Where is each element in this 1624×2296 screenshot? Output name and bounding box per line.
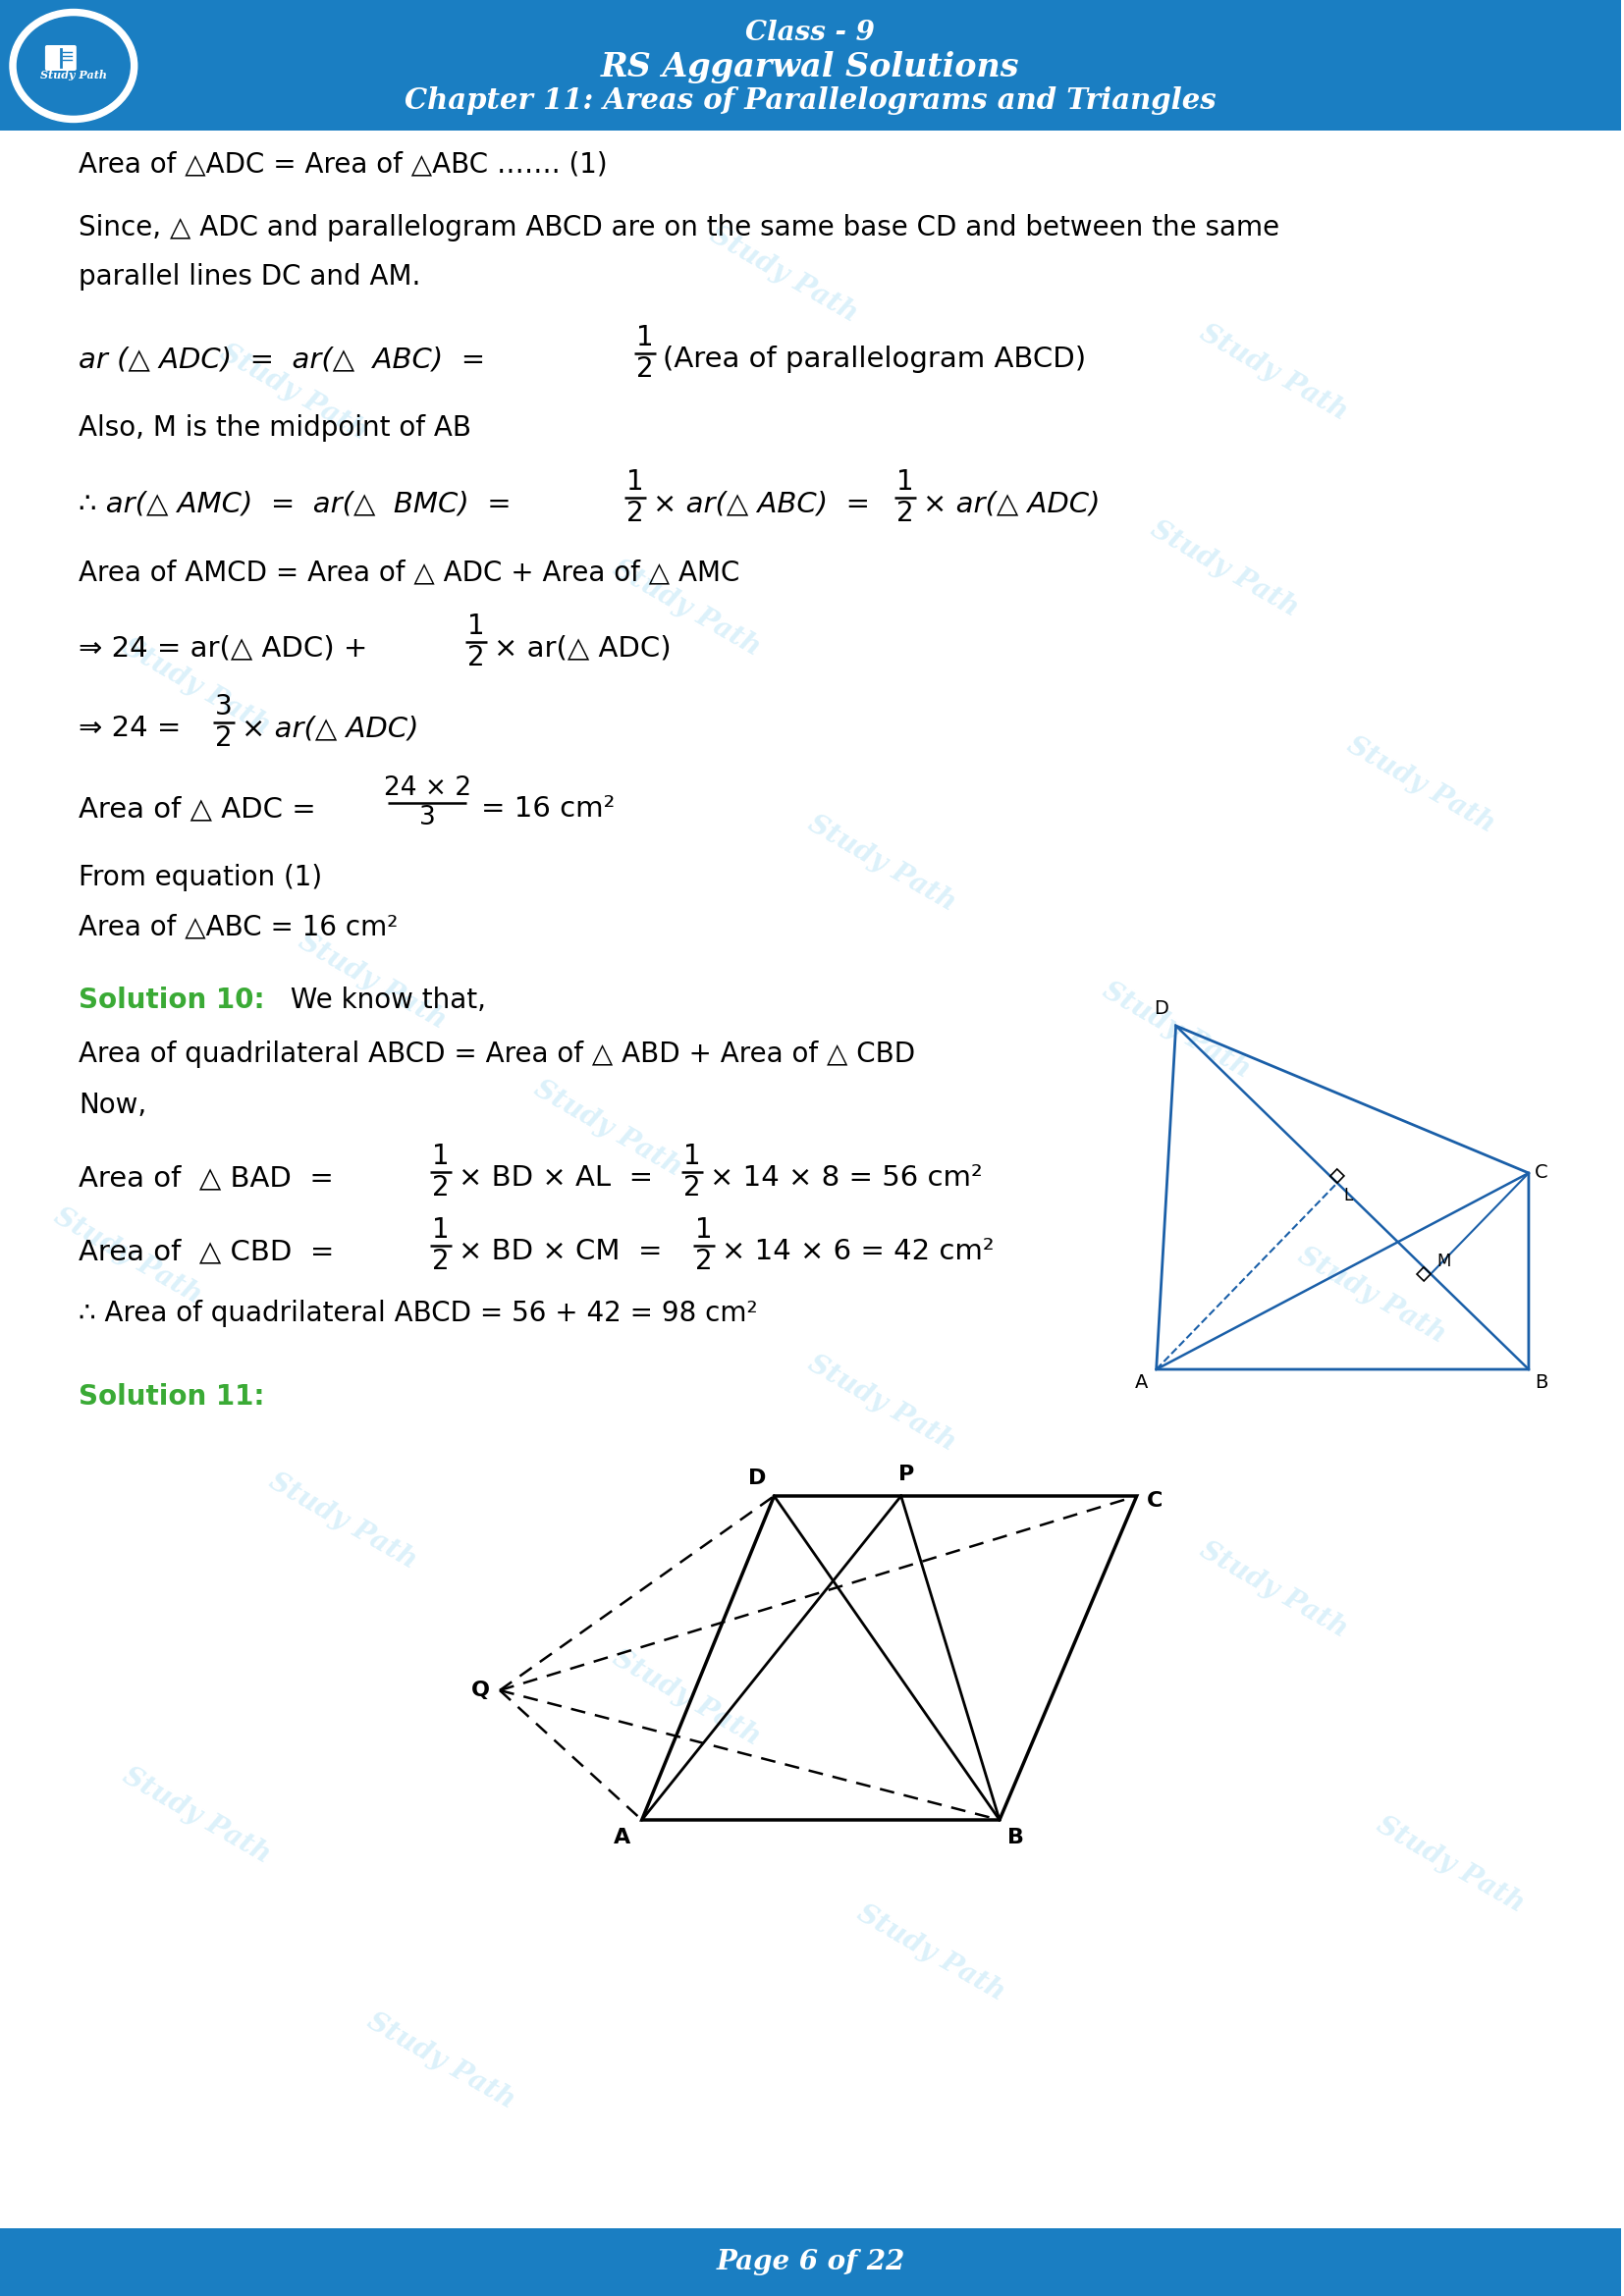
Text: Area of AMCD = Area of △ ADC + Area of △ AMC: Area of AMCD = Area of △ ADC + Area of △… [78,558,739,585]
Text: 3: 3 [214,693,232,721]
Text: 1: 1 [468,613,486,641]
Text: Now,: Now, [78,1091,146,1118]
Text: C: C [1535,1164,1548,1182]
Text: × ar(△ ADC): × ar(△ ADC) [494,634,671,661]
Text: Also, M is the midpoint of AB: Also, M is the midpoint of AB [78,413,471,441]
Text: 2: 2 [627,501,643,528]
Text: 1: 1 [637,324,653,351]
Text: We know that,: We know that, [283,987,487,1015]
Text: Area of △ADC = Area of △ABC ……. (1): Area of △ADC = Area of △ABC ……. (1) [78,149,607,177]
Text: 2: 2 [468,643,486,670]
Text: ∴ Area of quadrilateral ABCD = 56 + 42 = 98 cm²: ∴ Area of quadrilateral ABCD = 56 + 42 =… [78,1300,757,1327]
Text: 1: 1 [896,468,914,496]
Text: Study Path: Study Path [1343,732,1499,838]
Text: Study Path: Study Path [853,1901,1010,2007]
Text: M: M [1437,1251,1450,1270]
Text: × ar(△ ADC): × ar(△ ADC) [922,489,1101,517]
Text: = 16 cm²: = 16 cm² [481,794,615,822]
Text: × 14 × 6 = 42 cm²: × 14 × 6 = 42 cm² [721,1238,994,1265]
Text: ar (△ ADC)  =  ar(△  ABC)  =: ar (△ ADC) = ar(△ ABC) = [78,344,486,372]
Text: Study Path: Study Path [49,1203,206,1309]
Bar [0,2229,1621,2296]
Text: Study Path: Study Path [705,223,862,328]
Text: B: B [1007,1828,1025,1848]
Text: B: B [1535,1373,1548,1391]
FancyBboxPatch shape [45,46,76,71]
Text: Study Path: Study Path [117,1763,274,1869]
Text: 2: 2 [432,1247,450,1274]
Text: A: A [1135,1373,1148,1391]
Text: ∴ ar(△ AMC)  =  ar(△  BMC)  =: ∴ ar(△ AMC) = ar(△ BMC) = [78,489,512,517]
Text: 2: 2 [684,1173,700,1201]
Text: 24 × 2: 24 × 2 [383,776,471,801]
Text: Q: Q [471,1681,490,1699]
Text: Study Path: Study Path [1195,319,1353,427]
Text: Study Path: Study Path [529,1077,685,1182]
Text: × BD × AL  =: × BD × AL = [458,1164,653,1192]
Text: 2: 2 [214,726,232,751]
Text: Study Path: Study Path [607,1646,765,1752]
Text: × ar(△ ADC): × ar(△ ADC) [240,714,419,742]
Text: Area of quadrilateral ABCD = Area of △ ABD + Area of △ CBD: Area of quadrilateral ABCD = Area of △ A… [78,1040,914,1068]
Text: 2: 2 [637,356,653,383]
Text: Chapter 11: Areas of Parallelograms and Triangles: Chapter 11: Areas of Parallelograms and … [404,87,1216,115]
Text: D: D [749,1469,767,1488]
Text: Area of  △ BAD  =: Area of △ BAD = [78,1164,333,1192]
Text: 1: 1 [695,1217,713,1244]
Text: 2: 2 [695,1247,713,1274]
Text: L: L [1343,1187,1353,1205]
Text: Study Path: Study Path [1098,978,1254,1084]
Text: RS Aggarwal Solutions: RS Aggarwal Solutions [601,51,1020,83]
Text: P: P [898,1465,914,1483]
Text: Page 6 of 22: Page 6 of 22 [716,2250,905,2275]
Text: A: A [614,1828,630,1848]
Text: ⇒ 24 = ar(△ ADC) +: ⇒ 24 = ar(△ ADC) + [78,634,367,661]
Text: 2: 2 [432,1173,450,1201]
Text: 1: 1 [684,1143,700,1171]
Bar [0,0,1621,131]
Text: 3: 3 [419,806,435,831]
Text: Since, △ ADC and parallelogram ABCD are on the same base CD and between the same: Since, △ ADC and parallelogram ABCD are … [78,214,1280,241]
Text: Solution 10:: Solution 10: [78,987,265,1015]
Text: D: D [1153,999,1168,1017]
Text: 1: 1 [627,468,643,496]
Text: From equation (1): From equation (1) [78,863,322,891]
Text: Solution 11:: Solution 11: [78,1382,265,1410]
Text: 1: 1 [432,1143,450,1171]
Text: Study Path: Study Path [362,2009,520,2115]
Text: Study Path: Study Path [1147,517,1304,622]
Text: Study Path: Study Path [265,1469,422,1575]
Text: × BD × CM  =: × BD × CM = [458,1238,663,1265]
Text: parallel lines DC and AM.: parallel lines DC and AM. [78,264,421,292]
Text: Class - 9: Class - 9 [745,21,875,46]
Text: Study Path: Study Path [294,928,451,1035]
Text: ⇒ 24 =: ⇒ 24 = [78,714,180,742]
Text: Study Path: Study Path [1195,1538,1353,1644]
Text: Study Path: Study Path [1293,1242,1450,1348]
Text: Study Path: Study Path [607,556,765,661]
Ellipse shape [10,9,136,122]
Text: Area of △ ADC =: Area of △ ADC = [78,794,315,822]
Text: Area of △ABC = 16 cm²: Area of △ABC = 16 cm² [78,914,398,941]
Text: Study Path: Study Path [117,634,274,739]
Text: 1: 1 [432,1217,450,1244]
Text: Study Path: Study Path [804,810,960,916]
Text: Study Path: Study Path [1372,1812,1528,1917]
Text: C: C [1147,1490,1163,1511]
Text: (Area of parallelogram ABCD): (Area of parallelogram ABCD) [663,344,1086,372]
Text: Study Path: Study Path [41,69,107,80]
Text: 2: 2 [896,501,914,528]
Text: Area of  △ CBD  =: Area of △ CBD = [78,1238,335,1265]
Text: × 14 × 8 = 56 cm²: × 14 × 8 = 56 cm² [710,1164,983,1192]
Text: × ar(△ ABC)  =: × ar(△ ABC) = [653,489,869,517]
Ellipse shape [18,16,130,115]
Text: Study Path: Study Path [216,340,372,445]
Text: Study Path: Study Path [804,1350,960,1456]
